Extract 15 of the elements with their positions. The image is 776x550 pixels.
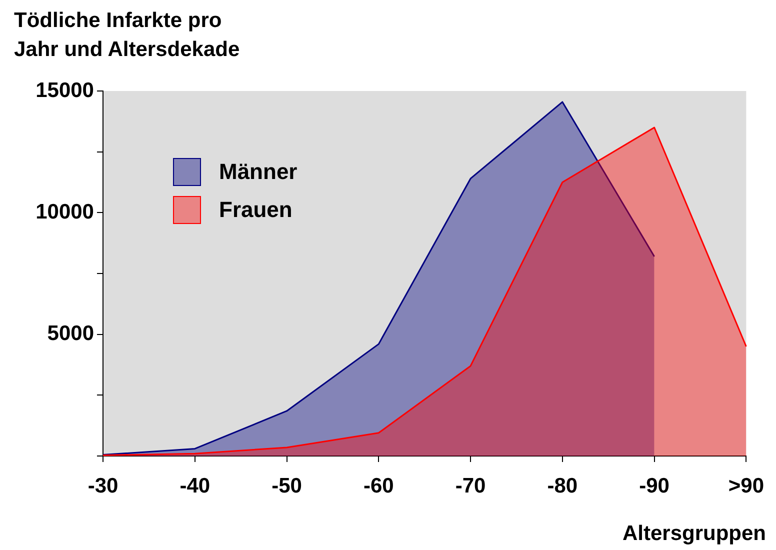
legend-label: Frauen bbox=[219, 197, 292, 223]
y-tick-label: 15000 bbox=[36, 78, 94, 102]
x-tick-label: -60 bbox=[363, 474, 394, 498]
x-tick-label: -40 bbox=[180, 474, 210, 498]
x-tick-label: -70 bbox=[455, 474, 486, 498]
x-tick-label: >90 bbox=[728, 474, 764, 498]
x-tick-label: -80 bbox=[547, 474, 578, 498]
x-axis-title: Altersgruppen bbox=[622, 522, 766, 546]
chart-title: Tödliche Infarkte pro Jahr und Altersdekade bbox=[14, 8, 240, 63]
y-tick-label: 10000 bbox=[36, 200, 94, 224]
x-tick-label: -90 bbox=[639, 474, 670, 498]
legend-label: Männer bbox=[219, 159, 298, 185]
y-tick-label: 5000 bbox=[47, 322, 94, 346]
x-tick-label: -30 bbox=[88, 474, 118, 498]
x-tick-label: -50 bbox=[272, 474, 302, 498]
